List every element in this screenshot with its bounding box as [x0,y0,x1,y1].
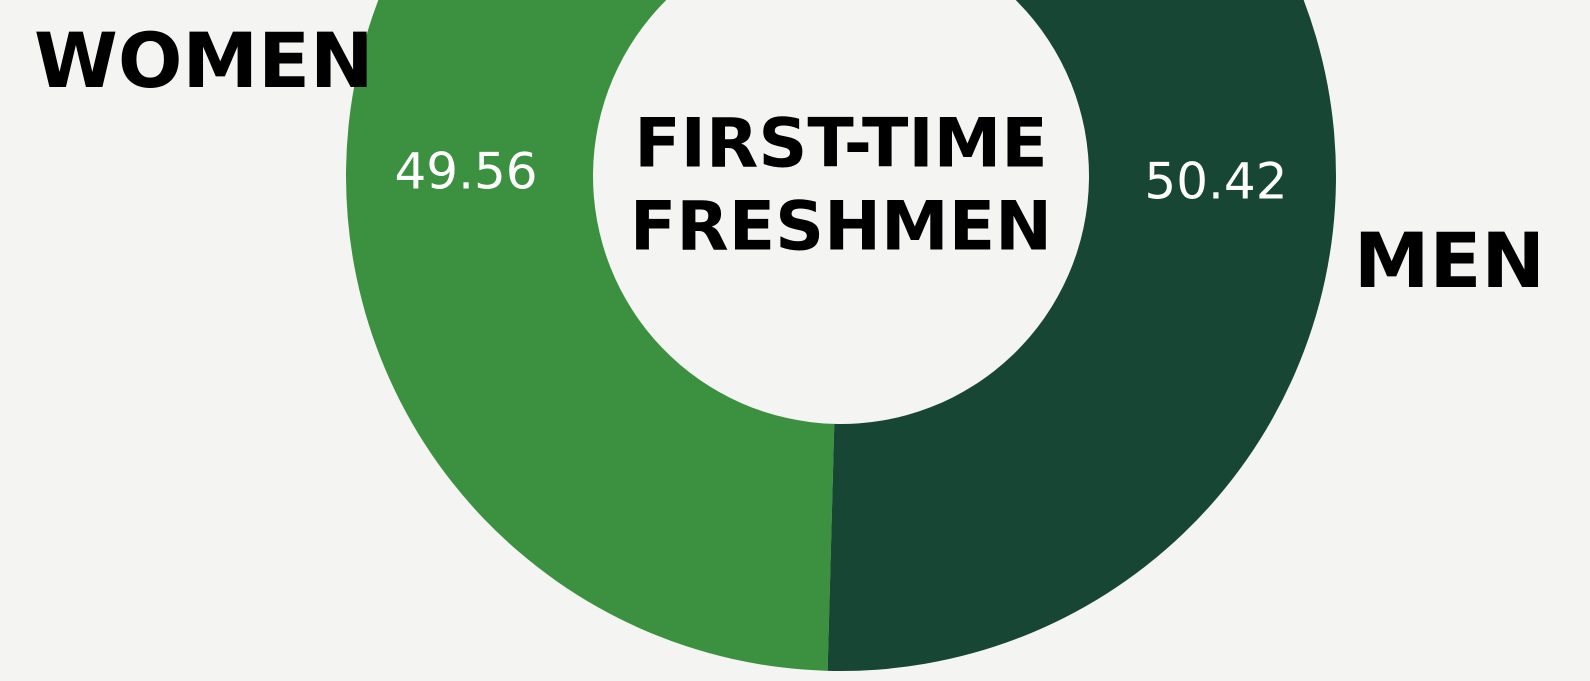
value-label: 50.42 [1144,153,1287,211]
donut-slice [346,0,835,671]
value-label: 49.56 [394,142,537,200]
chart-title-line: FIRST-TIME [634,105,1048,184]
slices [346,0,1337,671]
donut-slice [827,0,1337,671]
category-label: MEN [1354,216,1545,305]
category-label: WOMEN [34,16,374,105]
chart-title-line: FRESHMEN [630,188,1052,267]
